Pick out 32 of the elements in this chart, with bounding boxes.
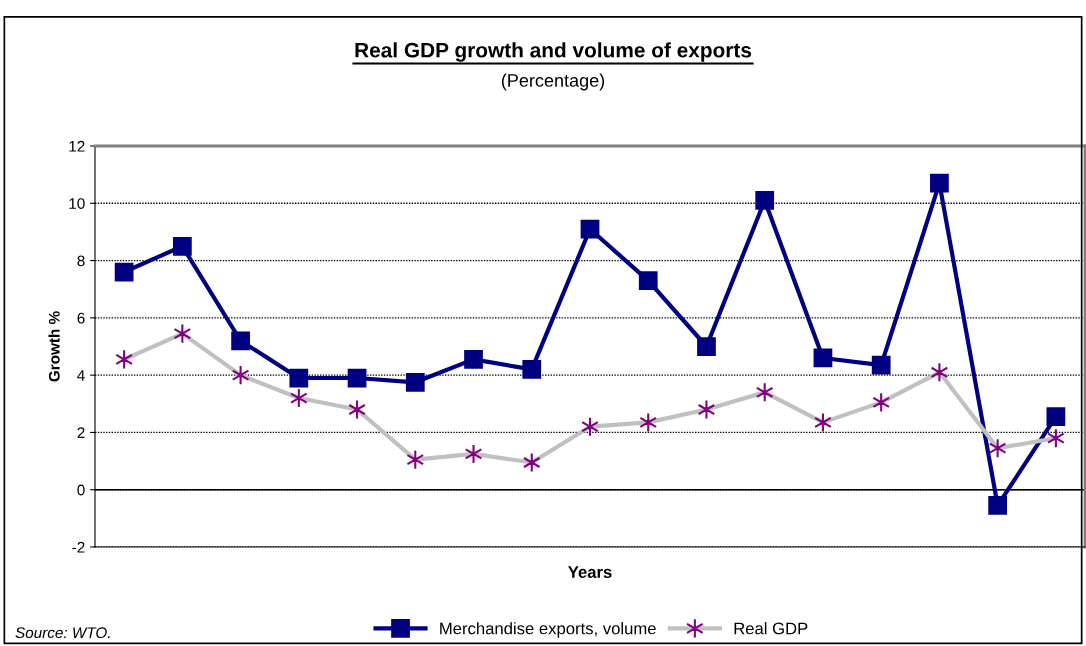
y-tick-label: 4 [77,370,85,381]
y-tick-label: 12 [69,140,85,152]
point [289,368,309,388]
chart-subtitle: (Percentage) [501,73,605,91]
y-tick-label: 2 [77,427,85,438]
point [231,331,250,351]
chart-title: Real GDP growth and volume of exports [355,42,752,62]
point [347,368,367,388]
y-tick-label: 6 [77,312,85,324]
y-tick-label: 8 [77,255,85,267]
point [522,360,542,379]
point [172,236,192,256]
y-axis-title: Growth % [48,311,60,382]
point [755,191,775,210]
y-tick-label: 0 [77,484,85,496]
point [405,372,425,392]
point [1046,407,1066,427]
point [580,219,600,239]
y-tick-label: -2 [72,541,85,553]
point [871,355,891,375]
point [638,271,658,290]
point [813,348,833,368]
point [697,337,716,356]
legend-label: Real GDP [734,622,808,635]
point [930,173,949,193]
legend-label: Merchandise exports, volume [440,622,656,638]
source-note: Source: WTO. [15,627,110,639]
point [988,496,1008,515]
x-axis-title: Years [568,566,612,578]
point [114,262,134,282]
point [464,350,483,369]
y-tick-label: 10 [69,198,85,209]
